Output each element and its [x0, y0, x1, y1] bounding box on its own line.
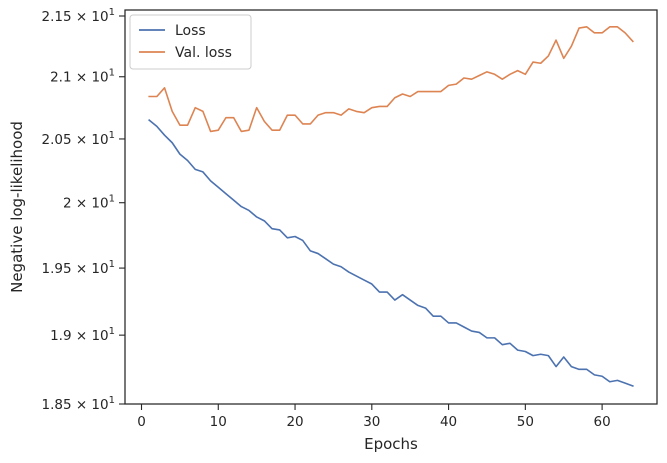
y-tick-label: 2.15 × 101	[41, 7, 115, 25]
y-tick-label: 2.05 × 101	[41, 130, 115, 148]
legend-label: Val. loss	[175, 45, 232, 61]
y-axis-ticks: 1.85 × 101 1.9 × 101 1.95 × 101 2 × 101 2.05…	[41, 7, 125, 413]
axes-frame	[124, 9, 658, 405]
y-tick-label: 1.85 × 101	[41, 395, 115, 413]
series-line-2	[148, 26, 634, 133]
x-tick-label: 0	[137, 414, 146, 430]
x-tick-label: 60	[594, 414, 611, 430]
y-tick-label: 1.95 × 101	[41, 259, 115, 277]
legend-label: Loss	[175, 23, 206, 39]
x-tick-label: 50	[517, 414, 534, 430]
legend-box	[129, 14, 252, 70]
x-tick-label: 20	[286, 414, 303, 430]
series-line-1	[148, 119, 634, 387]
y-tick-label: 1.9 × 101	[50, 326, 115, 344]
series-lines	[148, 26, 634, 387]
legend: Loss Val. loss	[129, 14, 252, 70]
x-tick-label: 40	[440, 414, 457, 430]
plot-area	[125, 10, 657, 404]
y-axis-label: Negative log-likelihood	[8, 121, 26, 293]
y-tick-label: 2 × 101	[63, 194, 115, 212]
x-axis-label: Epochs	[364, 435, 418, 453]
y-tick-label: 2.1 × 101	[50, 68, 115, 86]
x-axis-ticks: 0 10 20 30 40 50 60	[137, 404, 611, 430]
x-tick-label: 30	[363, 414, 380, 430]
x-tick-label: 10	[210, 414, 227, 430]
